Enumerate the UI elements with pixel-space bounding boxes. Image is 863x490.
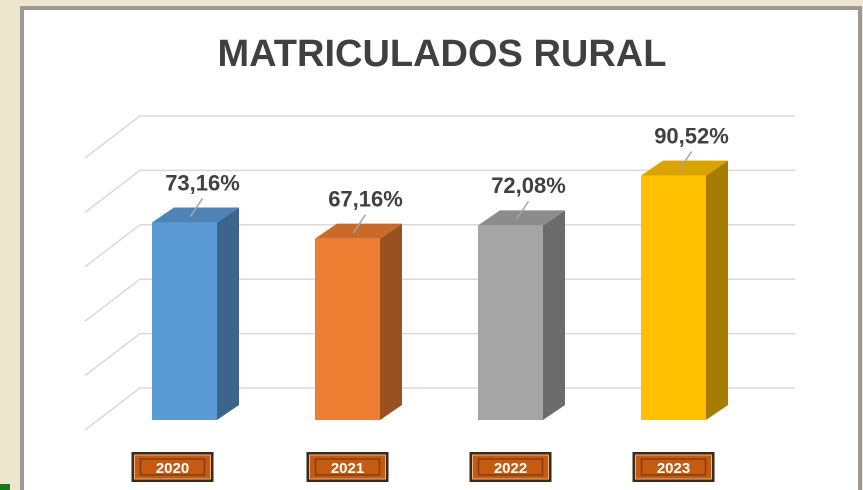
grid-line [84, 387, 795, 431]
category-box-inner [139, 458, 206, 476]
leader-line [678, 151, 693, 171]
grid-line [84, 224, 795, 268]
grid [84, 115, 795, 431]
bar-top [478, 210, 565, 226]
leader-line [189, 198, 204, 217]
bar-top [641, 160, 728, 176]
leader-line [515, 200, 530, 220]
value-label: 67,16% [328, 186, 403, 211]
bar-side [706, 160, 728, 420]
x-tick-label: 2020 [156, 460, 189, 477]
value-label: 90,52% [654, 123, 729, 148]
bar [152, 222, 217, 420]
bar [641, 175, 706, 420]
value-label: 72,08% [491, 173, 566, 198]
x-tick-label: 2022 [494, 460, 527, 477]
bar-top [152, 207, 239, 223]
x-tick-label: 2023 [657, 460, 690, 477]
chart-title: MATRICULADOS RURAL [218, 33, 667, 75]
bar-side [543, 210, 565, 420]
grid-line [84, 278, 795, 322]
bar-top [315, 223, 402, 239]
category-box-inner [477, 458, 544, 476]
chart-area [20, 6, 862, 490]
grid-line [84, 115, 795, 159]
x-tick-label: 2021 [331, 460, 364, 477]
value-label: 73,16% [165, 170, 240, 195]
bar-side [380, 223, 402, 420]
leader-line [352, 214, 367, 234]
bar [315, 238, 380, 420]
grid-line [84, 169, 795, 213]
category-box-inner [314, 458, 381, 476]
bars: 73,16% 2020 67,16% 2021 72,08% 2022 90,52% 2023 [131, 123, 729, 482]
bar [478, 225, 543, 420]
corner-mark [0, 484, 10, 490]
bar-side [217, 207, 239, 420]
category-box-inner [640, 458, 707, 476]
grid-line [84, 332, 795, 377]
